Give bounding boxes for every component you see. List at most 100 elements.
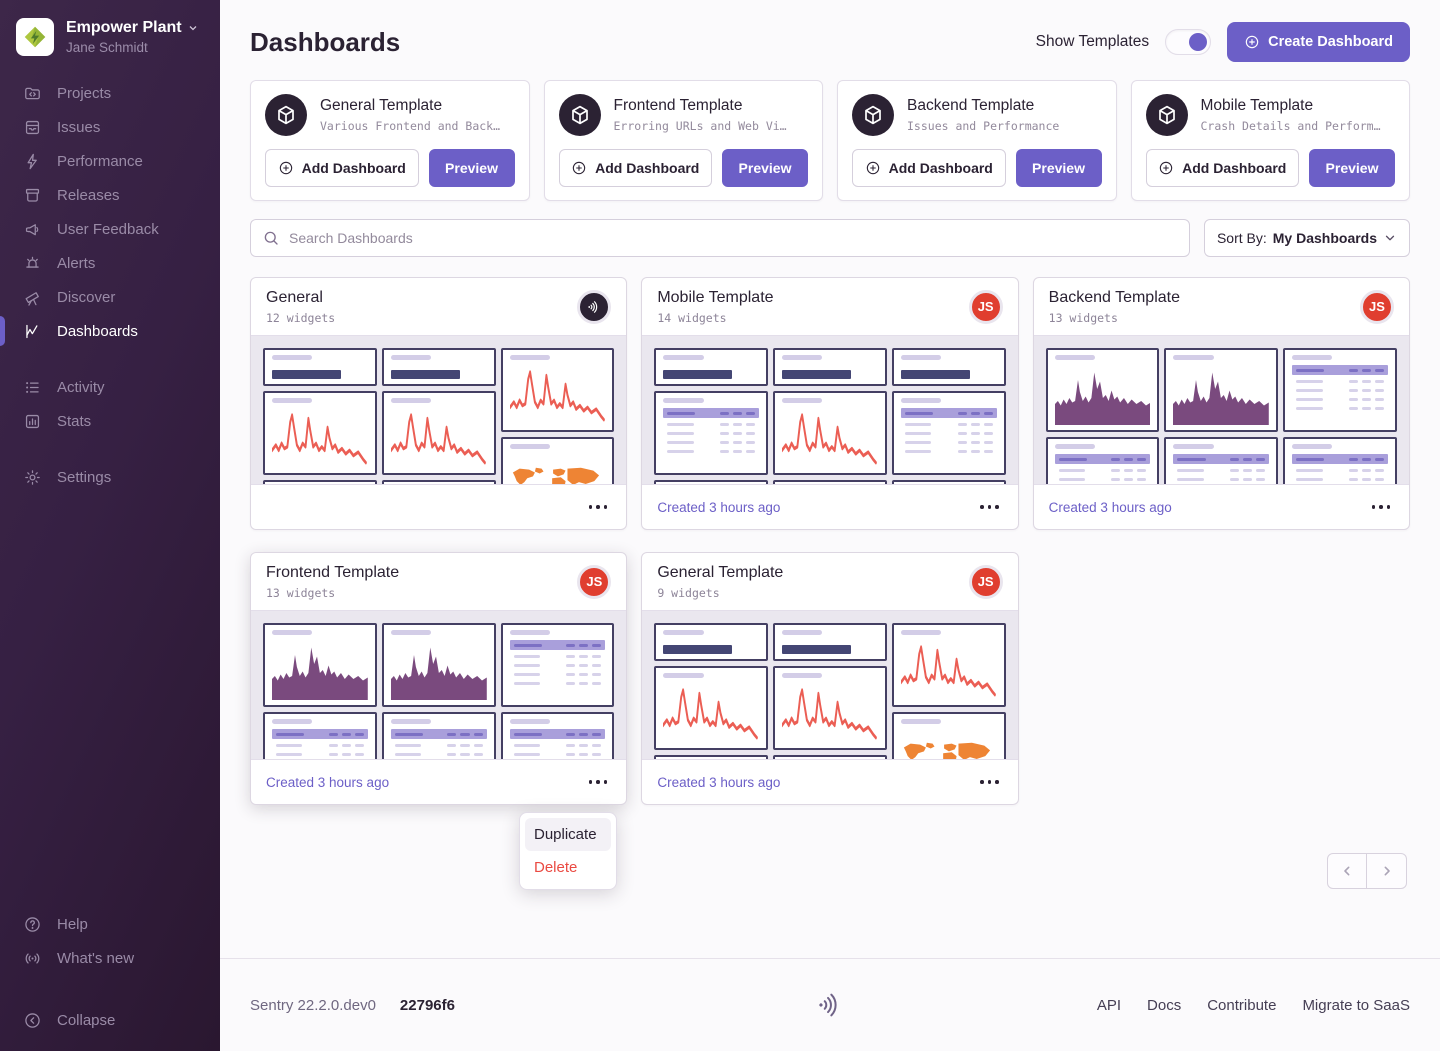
widget-preview-table <box>500 623 615 707</box>
footer-link-migrate-to-saas[interactable]: Migrate to SaaS <box>1302 996 1410 1014</box>
card-menu-button[interactable] <box>1368 499 1395 515</box>
widget-preview-stub <box>654 755 769 759</box>
preview-button[interactable]: Preview <box>1015 149 1102 187</box>
sidebar-item-settings[interactable]: Settings <box>0 460 220 494</box>
add-dashboard-button[interactable]: Add Dashboard <box>1145 149 1299 187</box>
footer-link-contribute[interactable]: Contribute <box>1207 996 1277 1014</box>
pagination <box>1327 853 1407 889</box>
sidebar-item-label: Activity <box>57 378 105 396</box>
sort-label: Sort By: <box>1216 230 1267 246</box>
org-logo <box>16 18 54 56</box>
table-header-row <box>272 729 368 739</box>
sidebar-item-label: What's new <box>57 949 135 967</box>
widget-title-placeholder <box>272 355 313 360</box>
prev-page-button[interactable] <box>1327 853 1367 889</box>
dashboard-card-general[interactable]: General 12 widgets <box>250 277 628 530</box>
dashboard-widget-count: 13 widgets <box>1048 310 1118 325</box>
releases-icon <box>25 188 40 202</box>
cube-icon <box>278 105 294 125</box>
main-content: Dashboards Show Templates Create Dashboa… <box>220 0 1440 1051</box>
big-number-placeholder <box>663 645 733 654</box>
preview-button[interactable]: Preview <box>1309 149 1395 187</box>
sidebar-item-activity[interactable]: Activity <box>0 370 220 404</box>
table-row <box>510 753 606 756</box>
sidebar-item-alerts[interactable]: Alerts <box>0 246 220 280</box>
template-description: Crash Details and Perform… <box>1200 119 1381 133</box>
card-menu-button[interactable] <box>976 499 1003 515</box>
sidebar-item-user-feedback[interactable]: User Feedback <box>0 212 220 246</box>
sidebar-item-issues[interactable]: Issues <box>0 110 220 144</box>
widget-preview-area <box>1164 348 1279 432</box>
sidebar-item-dashboards[interactable]: Dashboards <box>0 314 220 348</box>
widget-title-placeholder <box>390 719 431 724</box>
preview-button[interactable]: Preview <box>722 149 808 187</box>
dashboard-title: General <box>266 288 323 306</box>
big-number-placeholder <box>782 645 852 654</box>
sidebar-item-projects[interactable]: Projects <box>0 76 220 110</box>
show-templates-toggle[interactable] <box>1165 29 1212 55</box>
next-page-button[interactable] <box>1367 853 1407 889</box>
sidebar-item-performance[interactable]: Performance <box>0 144 220 178</box>
discover-icon <box>25 291 39 306</box>
table-row <box>1292 407 1388 410</box>
widget-title-placeholder <box>663 355 704 360</box>
chevron-down-icon <box>1385 235 1395 241</box>
area-chart-preview <box>1173 372 1270 425</box>
sidebar-nav-primary: Projects Issues Performance Releases User Fe… <box>0 76 220 348</box>
table-row <box>1173 478 1269 481</box>
dashboard-card-mobile-template[interactable]: Mobile Template 14 widgets JS Created 3 hou… <box>641 277 1019 530</box>
dashboard-card-backend-template[interactable]: Backend Template 13 widgets JS Created 3 ho… <box>1032 277 1410 530</box>
template-title: Frontend Template <box>613 97 743 114</box>
widget-title-placeholder <box>663 673 704 678</box>
footer-link-api[interactable]: API <box>1096 996 1122 1014</box>
sidebar-item-stats[interactable]: Stats <box>0 404 220 438</box>
widget-preview-table <box>1283 348 1397 432</box>
widget-title-placeholder <box>1292 444 1333 449</box>
dashboard-cards-grid: General 12 widgets Mobile Template 14 widge… <box>250 277 1410 805</box>
table-header-row <box>509 729 606 739</box>
context-menu-item-delete[interactable]: Delete <box>534 859 578 876</box>
sidebar-item-help[interactable]: Help <box>0 907 220 941</box>
sidebar-item-label: Settings <box>57 468 112 486</box>
card-menu-button[interactable] <box>976 774 1003 790</box>
widget-title-placeholder <box>900 398 942 403</box>
preview-button[interactable]: Preview <box>428 149 515 187</box>
sidebar-item-whats-new[interactable]: What's new <box>0 941 220 975</box>
dashboard-preview <box>642 610 1018 760</box>
template-description: Various Frontend and Back… <box>320 119 501 133</box>
widget-title-placeholder <box>900 355 942 360</box>
footer-link-docs[interactable]: Docs <box>1147 996 1182 1014</box>
add-dashboard-button[interactable]: Add Dashboard <box>558 149 712 187</box>
footer-version: Sentry 22.2.0.dev0 <box>250 996 376 1014</box>
dashboard-card-frontend-template[interactable]: Frontend Template 13 widgets JS Created 3 h… <box>250 552 628 805</box>
card-menu-button[interactable] <box>585 499 612 515</box>
add-dashboard-button[interactable]: Add Dashboard <box>265 149 419 187</box>
sidebar-item-discover[interactable]: Discover <box>0 280 220 314</box>
widget-preview-bignum <box>773 623 887 661</box>
table-row <box>1292 478 1388 481</box>
template-cube-icon <box>1145 94 1188 136</box>
widget-preview-map <box>891 712 1006 759</box>
sidebar-item-collapse[interactable]: Collapse <box>0 1003 220 1037</box>
chevron-left-icon <box>1344 866 1350 876</box>
sidebar-item-releases[interactable]: Releases <box>0 178 220 212</box>
dashboard-card-general-template[interactable]: General Template 9 widgets JS Created 3 hou… <box>641 552 1019 805</box>
widget-preview-bignum <box>654 623 769 661</box>
app-footer: Sentry 22.2.0.dev0 22796f6 API Docs Contri… <box>220 958 1440 1051</box>
big-number-placeholder <box>900 370 970 379</box>
user-avatar: JS <box>577 564 612 599</box>
widget-title-placeholder <box>782 630 823 635</box>
card-context-menu: Duplicate Delete <box>519 812 617 890</box>
sidebar-item-label: Projects <box>57 84 112 102</box>
sort-by-dropdown[interactable]: Sort By: My Dashboards <box>1204 219 1410 257</box>
sidebar-item-label: Stats <box>57 412 92 430</box>
collapse-icon <box>25 1012 40 1028</box>
card-menu-button[interactable] <box>585 774 612 790</box>
add-dashboard-button[interactable]: Add Dashboard <box>852 149 1006 187</box>
create-dashboard-button[interactable]: Create Dashboard <box>1227 22 1410 62</box>
context-menu-item-duplicate[interactable]: Duplicate <box>525 818 611 851</box>
widget-preview-stub <box>654 480 769 484</box>
search-input[interactable] <box>250 219 1190 257</box>
widget-preview-stub <box>381 480 496 484</box>
org-switcher[interactable]: Empower Plant Jane Schmidt <box>0 0 220 70</box>
